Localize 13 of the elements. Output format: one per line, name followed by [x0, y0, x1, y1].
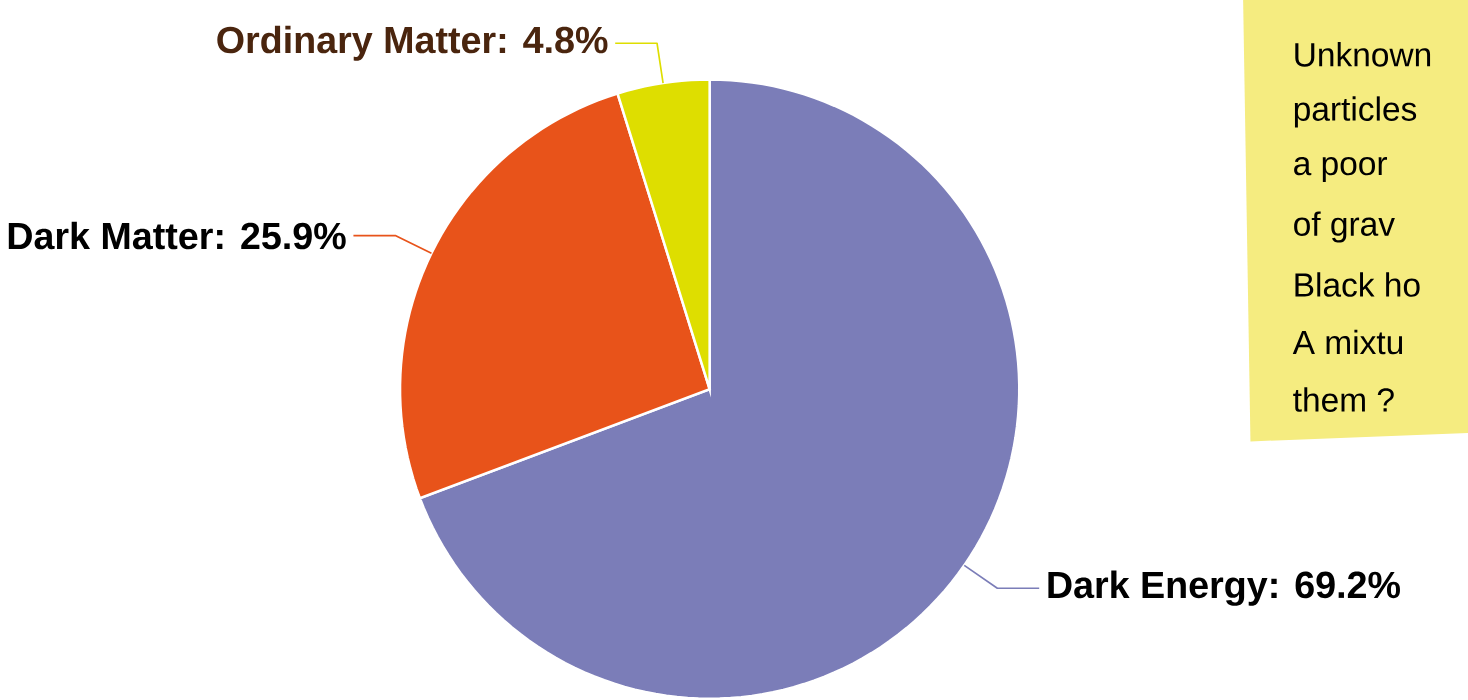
- data-label: : 25.9%: [217, 222, 346, 250]
- text: of grav: [1294, 211, 1395, 243]
- data-label: : 4.8%: [499, 26, 608, 54]
- text: them ?: [1293, 387, 1394, 412]
- text: Unknown: [1295, 42, 1431, 67]
- slice-label: Dark Energy: [1048, 570, 1268, 606]
- text: particles: [1294, 96, 1417, 128]
- text: A mixtu: [1292, 329, 1403, 355]
- text: Black ho: [1295, 272, 1420, 297]
- data-label: : 69.2%: [1271, 571, 1400, 599]
- text: a poor: [1294, 156, 1388, 182]
- slice-label: Dark Matter: [8, 221, 213, 250]
- slice-label: Ordinary Matter: [217, 25, 496, 61]
